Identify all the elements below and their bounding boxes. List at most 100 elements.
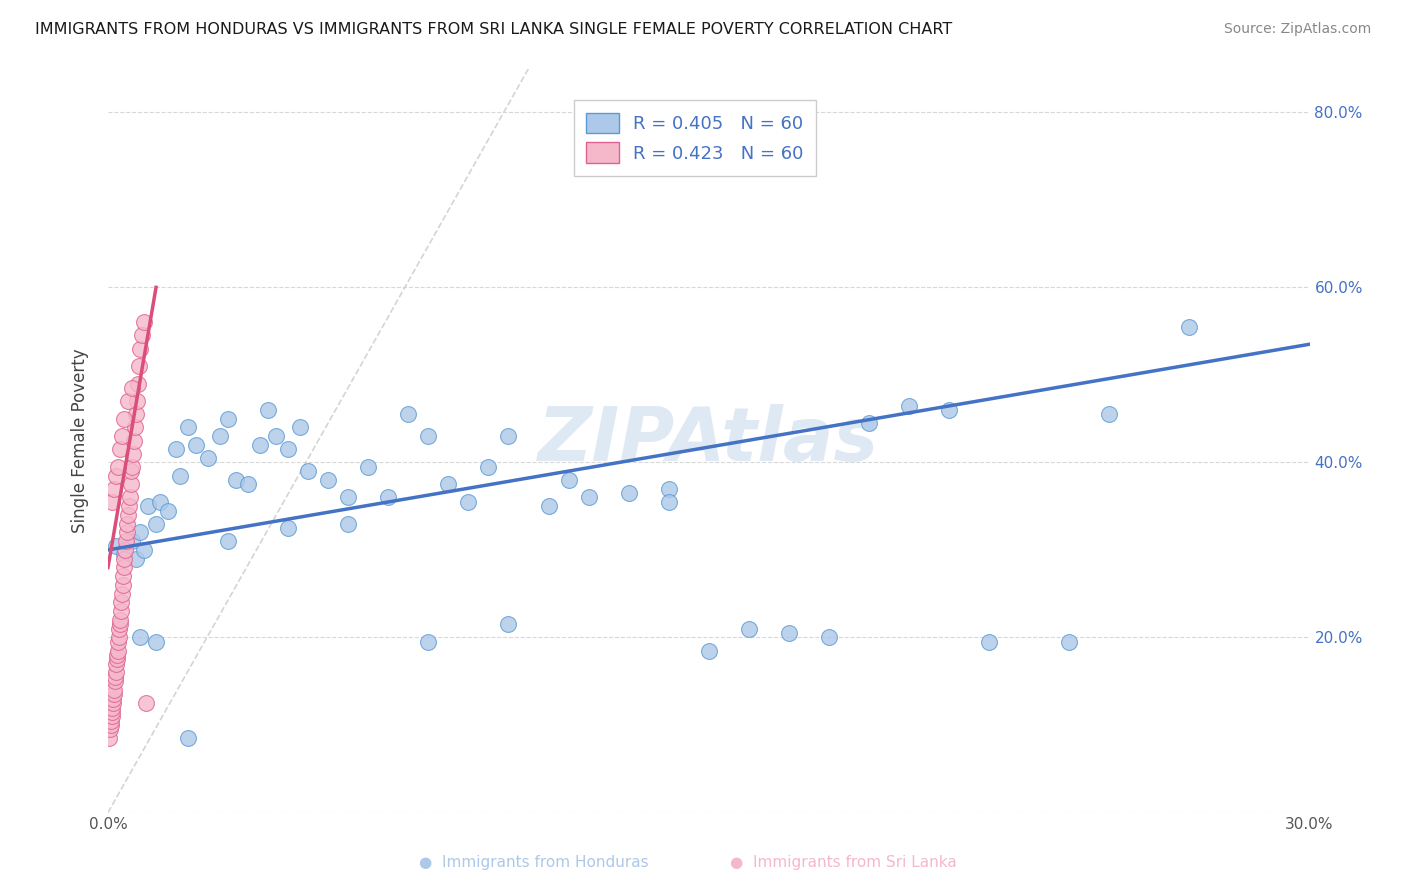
Point (121, 459, 143, 474)
Point (120, 464, 142, 478)
Point (209, 429, 232, 443)
Point (129, 631, 152, 645)
Point (101, 705, 124, 719)
Point (145, 635, 167, 649)
Point (129, 525, 152, 540)
Point (1178, 319, 1201, 334)
Point (257, 403, 280, 417)
Point (578, 491, 600, 505)
Point (977, 635, 1000, 649)
Point (108, 622, 131, 636)
Point (125, 407, 148, 421)
Point (136, 499, 159, 513)
Point (105, 468, 128, 483)
Point (738, 622, 761, 636)
Point (337, 491, 360, 505)
Text: ●  Immigrants from Sri Lanka: ● Immigrants from Sri Lanka (730, 855, 957, 870)
Point (316, 473, 339, 487)
Point (107, 631, 129, 645)
Point (105, 665, 128, 680)
Point (127, 376, 149, 391)
Point (98, 731, 121, 746)
Point (101, 709, 124, 723)
Point (290, 420, 312, 434)
Point (124, 420, 146, 434)
Point (337, 516, 360, 531)
Point (437, 477, 460, 491)
Point (277, 442, 299, 457)
Point (377, 491, 399, 505)
Point (217, 534, 239, 549)
Point (103, 691, 125, 706)
Point (107, 635, 129, 649)
Point (418, 635, 440, 649)
Point (818, 631, 841, 645)
Point (165, 442, 187, 457)
Point (115, 516, 138, 531)
Point (617, 486, 640, 500)
Point (184, 438, 207, 452)
Point (122, 434, 145, 448)
Point (108, 613, 131, 627)
Point (101, 495, 124, 509)
Point (132, 543, 155, 558)
Point (115, 525, 138, 540)
Point (457, 495, 479, 509)
Point (118, 499, 141, 513)
Point (277, 521, 299, 535)
Point (132, 315, 155, 329)
Point (697, 643, 720, 657)
Point (177, 420, 200, 434)
Point (100, 718, 122, 732)
Point (101, 696, 124, 710)
Y-axis label: Single Female Poverty: Single Female Poverty (72, 348, 89, 533)
Point (238, 477, 260, 491)
Point (112, 411, 135, 425)
Point (498, 617, 520, 632)
Point (105, 652, 128, 666)
Point (120, 477, 142, 491)
Point (145, 516, 167, 531)
Point (264, 429, 287, 443)
Point (169, 468, 191, 483)
Point (121, 534, 143, 549)
Point (107, 643, 129, 657)
Point (110, 595, 132, 609)
Point (197, 450, 219, 465)
Point (110, 604, 132, 618)
Point (127, 394, 149, 409)
Point (114, 543, 136, 558)
Text: ●  Immigrants from Honduras: ● Immigrants from Honduras (419, 855, 650, 870)
Point (858, 416, 880, 430)
Point (98, 723, 121, 737)
Text: Source: ZipAtlas.com: Source: ZipAtlas.com (1223, 22, 1371, 37)
Point (125, 551, 148, 566)
Point (118, 491, 141, 505)
Point (105, 539, 128, 553)
Point (225, 473, 247, 487)
Point (112, 569, 135, 583)
Point (108, 442, 131, 457)
Point (357, 459, 380, 474)
Point (104, 674, 127, 689)
Point (112, 560, 135, 574)
Point (111, 578, 134, 592)
Point (104, 670, 127, 684)
Point (105, 648, 128, 662)
Point (103, 482, 125, 496)
Point (217, 411, 239, 425)
Point (117, 508, 139, 522)
Point (778, 626, 800, 640)
Point (249, 438, 271, 452)
Point (157, 503, 180, 517)
Point (658, 482, 681, 496)
Point (112, 551, 135, 566)
Point (108, 617, 131, 632)
Point (111, 587, 134, 601)
Point (103, 687, 125, 701)
Point (557, 473, 579, 487)
Point (297, 464, 319, 478)
Point (658, 495, 681, 509)
Point (418, 429, 440, 443)
Point (477, 459, 499, 474)
